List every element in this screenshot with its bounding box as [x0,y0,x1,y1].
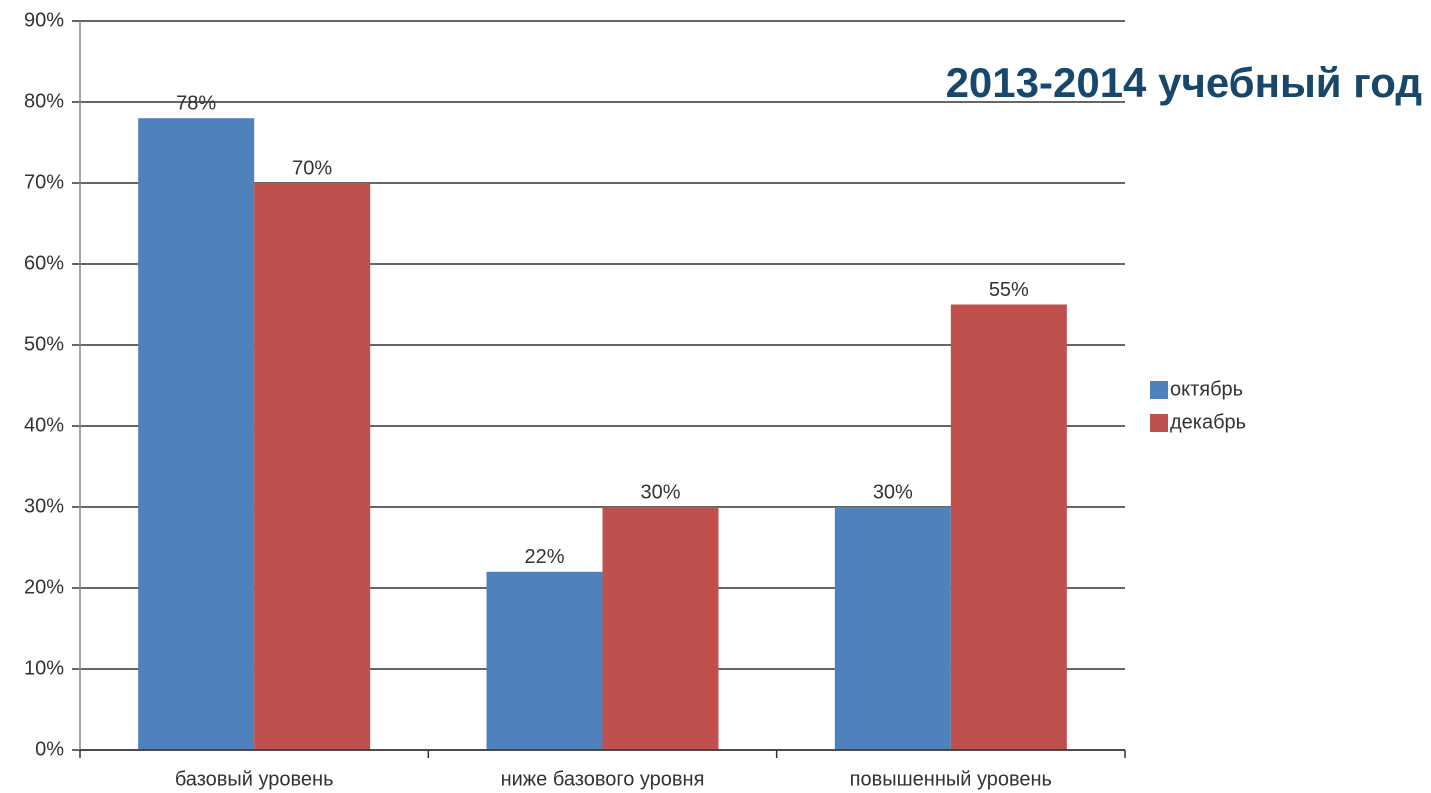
x-tick-label: ниже базового уровня [501,768,705,790]
y-tick-label: 20% [24,576,64,598]
bar [834,507,951,750]
data-label: 22% [524,546,564,568]
y-tick-label: 70% [24,171,64,193]
data-label: 55% [989,279,1029,301]
y-tick-label: 90% [24,9,64,31]
bar [950,304,1067,750]
legend-label: декабрь [1170,411,1246,433]
y-tick-label: 50% [24,333,64,355]
y-tick-label: 30% [24,495,64,517]
bar [602,507,719,750]
y-tick-label: 0% [35,738,64,760]
y-tick-label: 60% [24,252,64,274]
y-tick-label: 80% [24,90,64,112]
legend-swatch [1150,381,1168,399]
y-tick-label: 40% [24,414,64,436]
bar [138,118,255,750]
x-tick-label: повышенный уровень [850,768,1052,790]
data-label: 70% [292,157,332,179]
data-label: 30% [640,481,680,503]
legend-label: октябрь [1170,378,1243,400]
bar [486,571,603,750]
bar [254,183,371,750]
x-tick-label: базовый уровень [175,768,334,790]
legend-swatch [1150,414,1168,432]
data-label: 78% [176,92,216,114]
chart-title: 2013-2014 учебный год [946,59,1422,106]
data-label: 30% [873,481,913,503]
y-tick-label: 10% [24,657,64,679]
